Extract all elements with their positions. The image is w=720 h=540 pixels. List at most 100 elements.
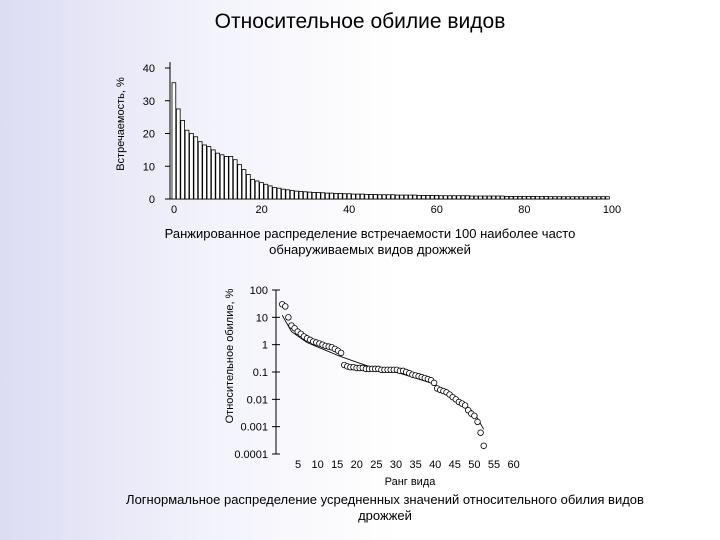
chart1-bar [522,195,527,200]
chart1-bar [504,195,510,200]
chart1-bar [311,192,317,200]
chart1-bar [346,193,352,200]
chart1-bar [302,191,308,200]
chart1-bar [473,195,479,200]
chart1-bar [565,196,571,200]
chart1-bar [469,195,475,200]
chart1-bar [289,190,295,200]
chart1-bar [578,196,584,200]
chart2-x-tick-label: 15 [331,459,343,471]
chart1-bar [232,159,238,200]
chart1-bar [587,196,593,200]
chart1-bar [338,193,343,200]
chart1-bar [228,156,234,200]
chart1-bar [447,195,453,200]
chart1-bar [364,194,369,200]
chart1-bar [211,149,216,200]
chart1-bar [451,195,457,200]
chart1-bar [333,193,339,200]
chart2-x-tick-label: 25 [370,459,382,471]
chart2-point [282,303,289,310]
chart1-bar [281,188,286,200]
chart1-bar [246,174,251,200]
chart1-bar [416,194,422,200]
chart1-bar [600,196,606,200]
chart1-bar [285,189,291,200]
chart2-y-tick-label: 0.01 [247,394,268,406]
chart1-bar [583,196,588,200]
chart1-x-tick-label: 0 [171,204,177,216]
chart1-bar [215,152,220,200]
chart1-bar [438,195,444,200]
chart2-point [285,314,292,321]
chart2-y-tick-label: 1 [262,340,268,352]
chart1-bar [351,193,356,200]
chart1-bar [359,193,365,200]
chart1-bar [403,194,409,200]
chart1-bar [412,194,418,200]
chart1-bar [184,129,190,200]
chart1-bar [189,133,194,200]
chart1-bar [574,196,580,200]
chart2-point [471,412,478,419]
chart1-bar [324,192,330,200]
chart1-bar [224,156,229,200]
chart2-y-tick-label: 0.001 [240,422,268,434]
chart1-bar [368,194,374,200]
chart1-bar [434,194,439,200]
chart1-bar [495,195,501,200]
chart1-bar [526,195,531,200]
chart2-point [337,349,345,357]
chart2-y-tick-label: 10 [256,312,268,324]
chart1-x-tick-label: 40 [343,204,355,216]
chart1-bar [342,193,348,200]
chart1-bar [539,195,545,200]
chart1-bar [530,195,536,200]
chart1-bar [592,196,597,200]
chart1-bar [425,194,431,200]
chart1-bar [237,164,242,200]
chart1-y-tick-label: 30 [143,96,155,108]
chart1-bar [605,196,610,200]
chart1-bar [381,194,387,200]
chart1-x-tick-label: 60 [431,204,443,216]
chart1-bar [373,194,378,200]
chart2-point [477,429,484,436]
chart1-x-tick-label: 100 [603,204,621,216]
chart2-point [430,379,438,387]
chart1-y-tick-label: 0 [149,194,155,206]
chart1-bar [307,191,312,200]
chart1-bar [543,195,549,200]
chart1-bar [552,196,558,200]
chart1-bar [390,194,396,200]
chart1-bar [294,190,299,200]
chart1-bar [430,194,435,200]
chart1-bar [276,187,282,200]
page-title: Относительное обилие видов [214,10,506,33]
chart2-x-tick-label: 30 [390,459,402,471]
chart1-bar [272,187,277,200]
chart1-bar [482,195,488,200]
chart1-bar [175,108,181,200]
chart2-point [474,418,481,426]
chart1-bar [355,193,361,200]
chart1-bar [408,194,413,200]
chart1-bar [241,169,247,200]
chart1-bar [259,182,264,200]
chart1-bar [460,195,466,200]
chart1-bar [500,195,505,200]
chart2-x-tick-label: 35 [409,459,421,471]
chart1-bar [456,195,461,200]
chart1-y-tick-label: 10 [143,161,155,173]
chart2-y-tick-label: 0.1 [253,367,268,379]
chart2-x-tick-label: 5 [295,459,301,471]
chart2-x-tick-label: 40 [429,459,441,471]
chart1-bar [561,196,567,200]
chart1-bar [486,195,492,200]
chart1-bar [329,192,334,200]
chart1-bar [570,196,575,200]
chart2-point [480,442,487,449]
chart2-y-tick-label: 100 [250,285,268,297]
